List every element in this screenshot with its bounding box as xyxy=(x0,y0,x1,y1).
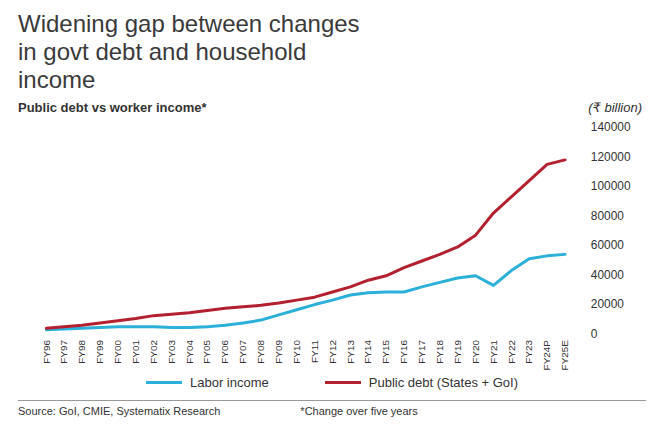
svg-text:FY17: FY17 xyxy=(416,340,427,364)
svg-text:FY02: FY02 xyxy=(148,340,159,364)
svg-text:FY06: FY06 xyxy=(219,340,230,364)
svg-text:140000: 140000 xyxy=(591,120,631,134)
svg-text:FY08: FY08 xyxy=(255,340,266,364)
svg-text:FY23: FY23 xyxy=(523,340,534,364)
svg-text:FY14: FY14 xyxy=(362,340,373,364)
svg-text:100000: 100000 xyxy=(591,179,631,193)
svg-text:FY96: FY96 xyxy=(41,340,52,364)
svg-text:FY99: FY99 xyxy=(94,340,105,364)
svg-text:FY03: FY03 xyxy=(166,340,177,364)
svg-text:FY10: FY10 xyxy=(291,340,302,364)
html-text:*Change over five years: *Change over five years xyxy=(300,405,418,418)
svg-text:FY15: FY15 xyxy=(380,340,391,364)
html-text:Source: GoI, CMIE, Systematix: Source: GoI, CMIE, Systematix Research xyxy=(18,405,221,418)
svg-text:FY16: FY16 xyxy=(398,340,409,364)
svg-text:FY05: FY05 xyxy=(201,340,212,364)
svg-text:FY98: FY98 xyxy=(76,340,87,364)
html-text:Labor income: Labor income xyxy=(190,375,269,391)
html-text:(₹ billion): (₹ billion) xyxy=(588,100,642,115)
svg-text:FY18: FY18 xyxy=(434,340,445,364)
svg-text:FY12: FY12 xyxy=(327,340,338,364)
svg-text:FY22: FY22 xyxy=(506,340,517,364)
svg-text:FY24P: FY24P xyxy=(541,340,552,371)
html-text:Public debt (States + GoI): Public debt (States + GoI) xyxy=(368,375,518,391)
svg-text:0: 0 xyxy=(591,327,598,341)
svg-text:60000: 60000 xyxy=(591,238,624,252)
svg-text:120000: 120000 xyxy=(591,150,631,164)
svg-text:40000: 40000 xyxy=(591,268,624,282)
svg-text:80000: 80000 xyxy=(591,209,624,223)
svg-text:FY25E: FY25E xyxy=(559,340,570,371)
svg-text:FY09: FY09 xyxy=(273,340,284,364)
svg-text:FY11: FY11 xyxy=(309,340,320,363)
svg-text:20000: 20000 xyxy=(591,297,624,311)
svg-text:FY07: FY07 xyxy=(237,340,248,364)
svg-text:FY19: FY19 xyxy=(452,340,463,364)
svg-text:FY13: FY13 xyxy=(345,340,356,364)
html-text:Public debt vs worker income*: Public debt vs worker income* xyxy=(18,100,207,115)
svg-text:FY21: FY21 xyxy=(488,340,499,364)
svg-text:FY00: FY00 xyxy=(112,340,123,364)
svg-text:FY20: FY20 xyxy=(470,340,481,364)
html-text:Widening gap between changes i: Widening gap between changes in govt deb… xyxy=(18,10,360,93)
svg-text:FY01: FY01 xyxy=(130,340,141,364)
svg-text:FY04: FY04 xyxy=(184,340,195,364)
svg-text:FY97: FY97 xyxy=(58,340,69,364)
